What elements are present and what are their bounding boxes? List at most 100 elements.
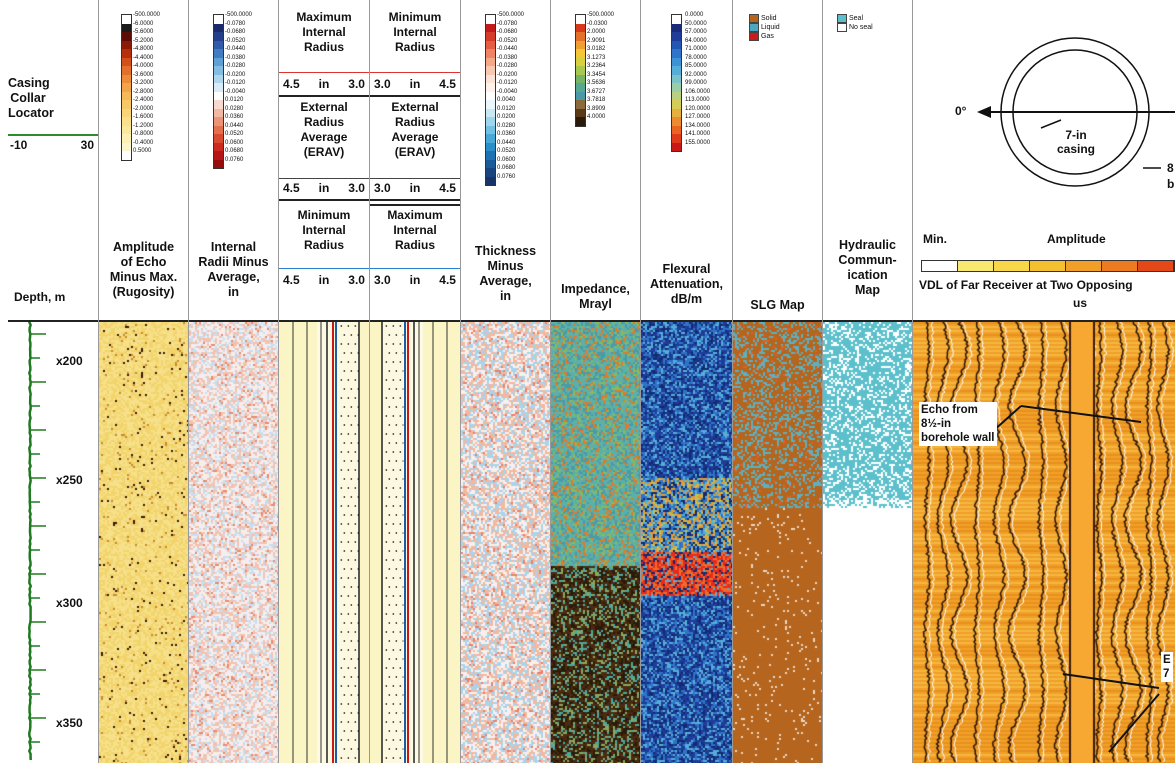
echo2-leader (1108, 693, 1160, 753)
cement-dot (354, 433, 357, 435)
cement-dot (343, 442, 346, 444)
cement-dot (392, 721, 395, 723)
amplitude-swatch (1138, 261, 1174, 271)
scale-swatch (672, 66, 681, 75)
cement-dot (388, 550, 391, 552)
cement-dot (350, 622, 353, 624)
legend-item: Gas (749, 32, 780, 41)
scale-label: 3.7818 (587, 97, 606, 103)
cement-dot (350, 568, 353, 570)
slg-title: SLG Map (750, 298, 805, 312)
cement-dot (347, 577, 350, 579)
cement-dot (392, 433, 395, 435)
echo2-annotation: E 7 (1161, 652, 1173, 682)
cement-dot (395, 514, 398, 516)
scale-label: 0.0120 (497, 105, 516, 112)
cement-dot (343, 424, 346, 426)
cement-dot (385, 433, 388, 435)
flexural-scale-labels: 0.0000 50.0000 57.0000 64.0000 71.0000 78.000… (685, 12, 710, 148)
cement-dot (385, 667, 388, 669)
range-unit: in (409, 181, 421, 195)
scale-swatch (486, 83, 495, 92)
scale-label: 0.0600 (225, 139, 244, 146)
ccl-header: Casing Collar Locator -10 30 Depth, m (8, 0, 98, 322)
cement-dot (385, 379, 388, 381)
range-line-blue (370, 268, 460, 269)
range-right: 3.0 (348, 273, 365, 287)
impedance-scale-labels: -500.0000 -0.0300 2.0000 2.9091 3.0182 3.1273… (587, 12, 614, 123)
erav-right-title: External Radius Average (ERAV) (391, 100, 439, 159)
cement-dot (347, 487, 350, 489)
cement-dot (392, 757, 395, 759)
cement-dot (388, 442, 391, 444)
cement-dot (385, 757, 388, 759)
cement-dot (395, 370, 398, 372)
range-unit: in (318, 181, 330, 195)
cement-dot (395, 442, 398, 444)
cement-dot (388, 730, 391, 732)
scale-label: -0.0200 (225, 71, 246, 78)
scale-swatch (486, 125, 495, 134)
cement-dot (385, 613, 388, 615)
cement-dot (347, 379, 350, 381)
scale-swatch (486, 151, 495, 160)
scale-label: -4.0000 (133, 63, 154, 69)
cement-dot (347, 397, 350, 399)
min-internal-radius-range: 4.5 in 3.0 (279, 272, 369, 288)
max-internal-radius-title: Maximum Internal Radius (296, 10, 352, 54)
cement-dot (350, 388, 353, 390)
internal-radii-scale-labels: -500.0000 -0.0780 -0.0680 -0.0520 -0.0440 -0.… (225, 12, 252, 165)
legend-swatch (837, 14, 847, 23)
internal-radii-title: Internal Radii Minus Average, in (198, 240, 269, 299)
cement-dot (343, 406, 346, 408)
cement-dot (354, 523, 357, 525)
scale-label: 141.0000 (685, 131, 711, 137)
cement-dot (350, 352, 353, 354)
cement-dot (347, 559, 350, 561)
cement-dot (399, 469, 402, 471)
cement-dot (347, 541, 350, 543)
cement-dot (388, 532, 391, 534)
scale-swatch (486, 108, 495, 117)
cement-dot (395, 388, 398, 390)
scale-swatch (122, 15, 131, 24)
amplitude-swatch (922, 261, 958, 271)
cement-dot (399, 397, 402, 399)
impedance-track (551, 322, 640, 763)
cement-dot (385, 397, 388, 399)
cement-dot (392, 559, 395, 561)
divider (370, 95, 460, 97)
scale-swatch (214, 125, 223, 134)
cement-dot (392, 541, 395, 543)
cement-dot (354, 469, 357, 471)
range-left: 4.5 (283, 273, 300, 287)
amplitude-swatch (958, 261, 994, 271)
arrow-head (977, 106, 991, 118)
slg-track (733, 322, 822, 763)
scale-swatch (486, 49, 495, 58)
cement-dot (395, 640, 398, 642)
cement-dot (399, 739, 402, 741)
cement-dot (399, 667, 402, 669)
scale-swatch (214, 66, 223, 75)
scale-label: 3.0182 (587, 46, 606, 52)
legend-swatch (749, 23, 759, 32)
annotation-leaders (982, 405, 1160, 753)
flexural-header: 0.0000 50.0000 57.0000 64.0000 71.0000 78.000… (641, 0, 732, 322)
cement-dot (347, 739, 350, 741)
cement-dot (392, 397, 395, 399)
scale-swatch (122, 151, 131, 160)
scale-label: 0.5000 (133, 148, 152, 154)
scale-label: 0.0680 (497, 165, 516, 171)
cement-dot (392, 613, 395, 615)
amplitude-color-bar (921, 260, 1175, 272)
scale-swatch (122, 74, 131, 83)
cement-dot (392, 739, 395, 741)
scale-swatch (214, 74, 223, 83)
legend-label: Solid (761, 14, 777, 22)
cement-dot (340, 739, 343, 741)
cement-dot (388, 514, 391, 516)
borehole-label-partial: 8 b (1167, 161, 1175, 191)
cement-dot (354, 487, 357, 489)
radius-left-header: Maximum Internal Radius 4.5 in 3.0 Exter… (279, 0, 369, 322)
